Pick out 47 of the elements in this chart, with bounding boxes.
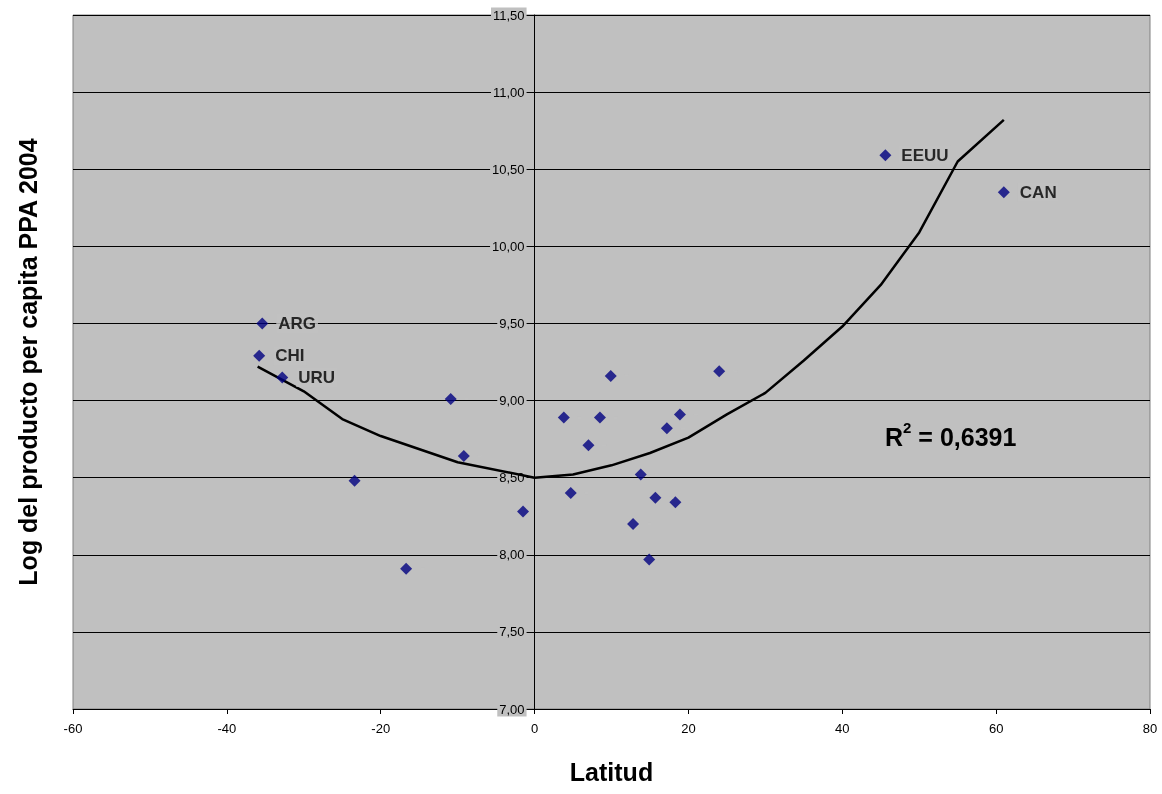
x-tick-label: -60 <box>63 721 83 736</box>
point <box>634 468 647 481</box>
data-label: CAN <box>1019 182 1057 202</box>
y-tick-label: 8,00 <box>499 547 525 563</box>
point <box>256 317 269 330</box>
y-axis-title: Log del producto per capita PPA 2004 <box>13 138 42 586</box>
y-tick-label: 11,50 <box>492 7 525 23</box>
y-tick-label: 7,50 <box>499 624 525 640</box>
x-tick-label: -40 <box>217 721 237 736</box>
point <box>673 408 686 421</box>
y-tick-label: 9,00 <box>499 393 525 409</box>
point <box>593 411 606 424</box>
point <box>643 553 656 566</box>
point <box>276 371 289 384</box>
y-tick-label: 10,00 <box>492 238 525 254</box>
point <box>348 474 361 487</box>
point <box>649 491 662 504</box>
data-label: CHI <box>275 346 305 366</box>
point <box>457 450 470 463</box>
point <box>997 186 1010 199</box>
x-tick-label: 20 <box>681 721 696 736</box>
point <box>604 369 617 382</box>
point <box>400 562 413 575</box>
point <box>669 496 682 509</box>
point <box>444 393 457 406</box>
x-tick-label: 0 <box>530 721 539 736</box>
y-tick-label: 7,00 <box>499 701 525 717</box>
data-label: EEUU <box>901 145 949 165</box>
x-axis-title: Latitud <box>569 757 654 786</box>
x-tick-label: 80 <box>1142 721 1158 736</box>
point <box>517 505 530 518</box>
point <box>879 149 892 162</box>
point <box>253 349 266 362</box>
y-tick-label: 9,50 <box>499 315 525 331</box>
x-tick-label: 60 <box>988 721 1004 736</box>
point <box>582 439 595 452</box>
data-label: URU <box>298 367 336 387</box>
point <box>564 487 577 500</box>
point <box>660 422 673 435</box>
point <box>627 517 640 530</box>
point <box>713 365 726 378</box>
y-tick-label: 11,00 <box>492 84 525 100</box>
x-tick-label: -20 <box>371 721 391 736</box>
data-label: ARG <box>278 313 317 333</box>
point <box>557 411 570 424</box>
y-tick-label: 10,50 <box>492 161 525 177</box>
x-tick-label: 40 <box>835 721 850 736</box>
